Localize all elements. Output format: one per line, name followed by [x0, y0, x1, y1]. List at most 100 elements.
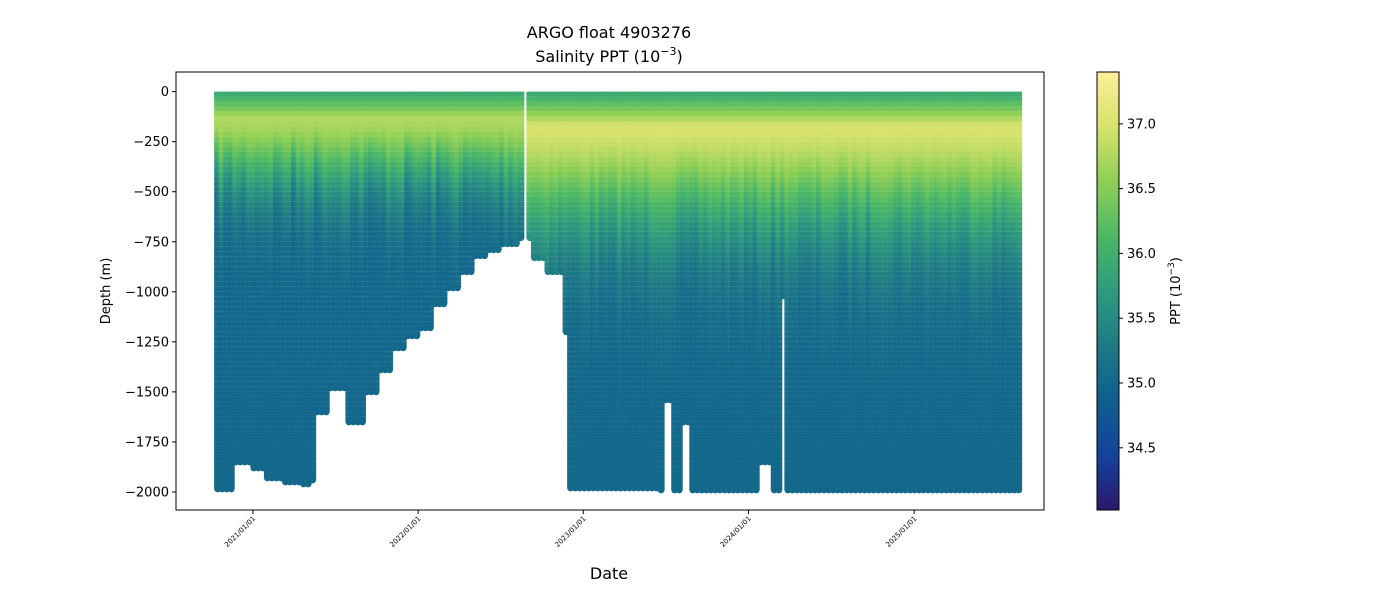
profile [259, 91, 267, 472]
profile-bottom-point [386, 366, 394, 374]
profile [472, 91, 480, 260]
profile [589, 91, 597, 492]
profile [386, 91, 394, 374]
profile [318, 91, 326, 416]
profile [295, 91, 303, 486]
profile [517, 91, 525, 242]
profile [503, 91, 511, 248]
profile [417, 91, 425, 332]
profile [291, 91, 299, 486]
profile [223, 91, 231, 493]
profile [431, 91, 439, 308]
profile [463, 91, 471, 276]
profile [331, 91, 339, 392]
profile [390, 91, 398, 352]
profile-bottom-point [454, 284, 461, 292]
profile [539, 91, 547, 262]
profile [567, 91, 575, 492]
profile-bottom-point [322, 408, 330, 416]
profile [530, 91, 538, 262]
profile [490, 91, 498, 254]
profile [481, 91, 489, 260]
profile [413, 91, 421, 340]
profile [236, 91, 244, 466]
profile [250, 91, 258, 472]
profile-bottom-point [399, 344, 407, 352]
profile [232, 91, 240, 466]
profile [345, 91, 353, 426]
profile [363, 91, 371, 396]
profile [571, 91, 579, 492]
profile [381, 91, 389, 374]
profile [263, 91, 271, 482]
profile [453, 91, 461, 292]
profile [585, 91, 593, 492]
profile [440, 91, 448, 308]
profile [245, 91, 253, 466]
profile [272, 91, 280, 482]
profile [218, 91, 226, 493]
profile [508, 91, 516, 248]
profile [544, 91, 552, 276]
profile [304, 91, 312, 488]
profile [327, 91, 335, 392]
profile [494, 91, 502, 254]
profile [395, 91, 403, 352]
profile [476, 91, 484, 260]
profile [535, 91, 543, 262]
chart-title: ARGO float 4903276 [527, 23, 691, 42]
profile [286, 91, 294, 486]
profile [562, 91, 570, 336]
profile [467, 91, 475, 276]
profile [580, 91, 588, 492]
profile [214, 91, 222, 493]
profile [404, 91, 412, 340]
profile-bottom-point [413, 332, 421, 340]
profile [435, 91, 443, 308]
profile-bottom-point [512, 240, 520, 248]
profile [485, 91, 493, 254]
profile [313, 91, 321, 416]
profile [241, 91, 249, 466]
profile [598, 91, 606, 492]
profile [227, 91, 235, 493]
profile-bottom-point [304, 480, 312, 488]
profile [449, 91, 457, 292]
profile-bottom-point [227, 485, 235, 493]
profile [594, 91, 602, 492]
profile [422, 91, 430, 332]
profile [322, 91, 330, 416]
profile [458, 91, 466, 276]
profile-bottom-point [359, 418, 366, 426]
profile [268, 91, 276, 482]
profile-bottom-point [481, 252, 489, 260]
profile [254, 91, 262, 472]
profile [336, 91, 344, 392]
profile [349, 91, 357, 426]
profile [358, 91, 366, 426]
profile [512, 91, 520, 248]
profile-bottom-point [494, 246, 502, 254]
profile-bottom-point [440, 300, 448, 308]
profile [558, 91, 566, 276]
profile [372, 91, 380, 396]
profile-bottom-point [372, 388, 380, 396]
profile [300, 91, 308, 488]
profile [354, 91, 362, 426]
profile-bottom-point [309, 476, 317, 484]
profile-bottom-point [517, 234, 525, 242]
profile [368, 91, 376, 396]
profile [576, 91, 584, 492]
profile [340, 91, 348, 392]
profile [444, 91, 452, 292]
chart-subtitle: Salinity PPT (10−3) [535, 45, 683, 66]
profile [399, 91, 407, 352]
profile [553, 91, 561, 276]
profile [277, 91, 285, 482]
profile [377, 91, 385, 374]
profile [282, 91, 290, 486]
profile-marks [214, 91, 1023, 494]
profile-bottom-point [467, 268, 475, 276]
profile [426, 91, 434, 332]
